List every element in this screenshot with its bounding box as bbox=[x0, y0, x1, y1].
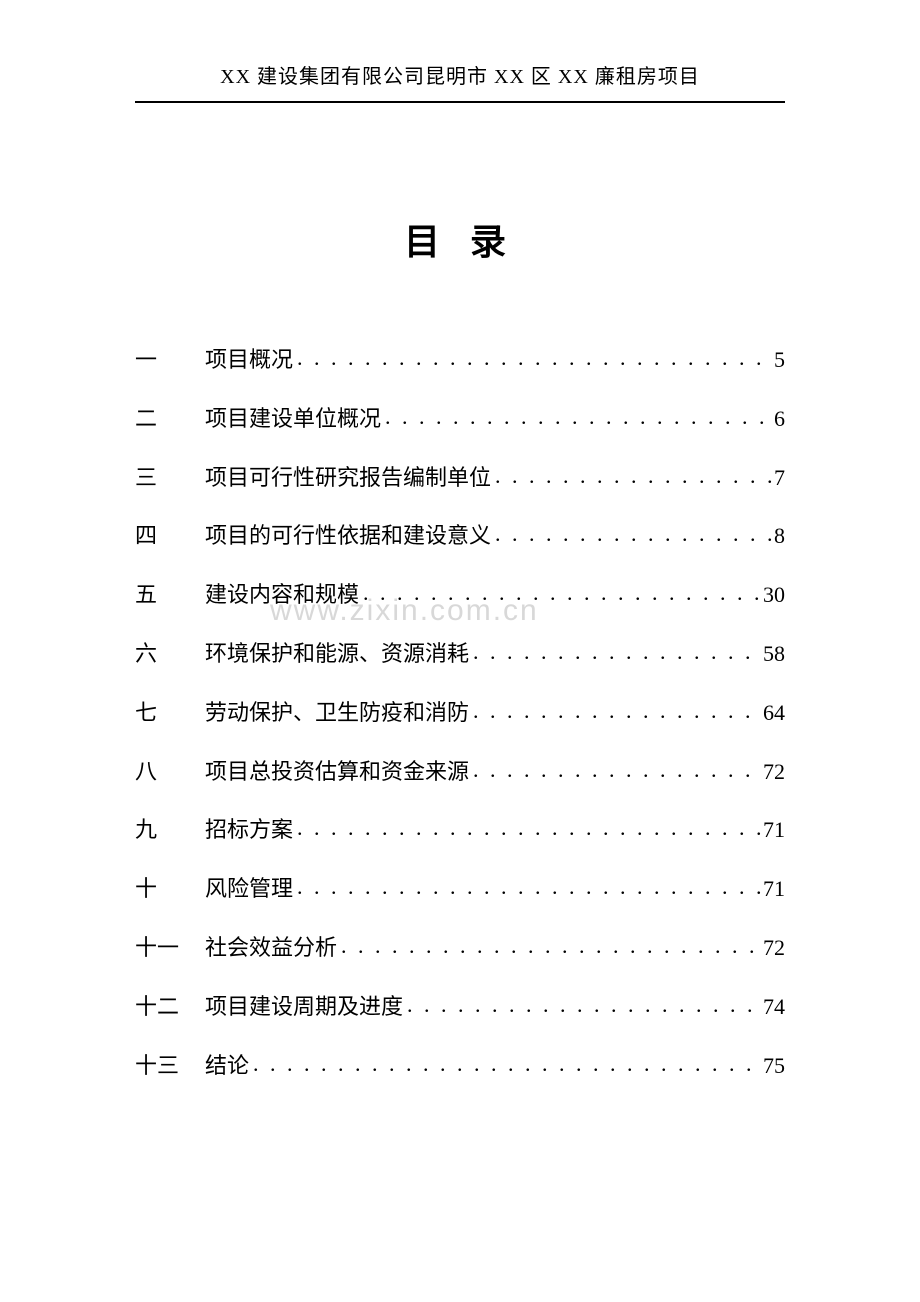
toc-page: 75 bbox=[763, 1051, 785, 1082]
toc-dots: . . . . . . . . . . . . . . . . . . . . … bbox=[469, 696, 763, 727]
page-header: XX 建设集团有限公司昆明市 XX 区 XX 廉租房项目 bbox=[135, 60, 785, 103]
toc-row: 一 项目概况 . . . . . . . . . . . . . . . . .… bbox=[135, 345, 785, 376]
toc-dots: . . . . . . . . . . . . . . . . . . . . … bbox=[469, 637, 763, 668]
toc-page: 8 bbox=[774, 521, 785, 552]
toc-num: 一 bbox=[135, 345, 205, 376]
toc-page: 74 bbox=[763, 992, 785, 1023]
toc-item-title: 社会效益分析 bbox=[205, 933, 337, 964]
toc-page: 72 bbox=[763, 933, 785, 964]
toc-dots: . . . . . . . . . . . . . . . . . . . . … bbox=[293, 343, 774, 374]
toc-page: 6 bbox=[774, 404, 785, 435]
page-container: XX 建设集团有限公司昆明市 XX 区 XX 廉租房项目 目录 一 项目概况 .… bbox=[0, 0, 920, 1081]
toc-item-title: 项目建设周期及进度 bbox=[205, 992, 403, 1023]
toc-num: 五 bbox=[135, 580, 205, 611]
toc-num: 三 bbox=[135, 463, 205, 494]
toc-item-title: 项目总投资估算和资金来源 bbox=[205, 757, 469, 788]
toc-row: 二 项目建设单位概况 . . . . . . . . . . . . . . .… bbox=[135, 404, 785, 435]
toc-page: 72 bbox=[763, 757, 785, 788]
toc-row: 六 环境保护和能源、资源消耗 . . . . . . . . . . . . .… bbox=[135, 639, 785, 670]
toc-num: 四 bbox=[135, 521, 205, 552]
toc-num: 十二 bbox=[135, 992, 205, 1023]
toc-num: 九 bbox=[135, 815, 205, 846]
toc-num: 十三 bbox=[135, 1051, 205, 1082]
toc-item-title: 环境保护和能源、资源消耗 bbox=[205, 639, 469, 670]
toc-page: 58 bbox=[763, 639, 785, 670]
toc-num: 七 bbox=[135, 698, 205, 729]
toc-num: 二 bbox=[135, 404, 205, 435]
toc-dots: . . . . . . . . . . . . . . . . . . . . … bbox=[293, 813, 763, 844]
toc-item-title: 项目可行性研究报告编制单位 bbox=[205, 463, 491, 494]
toc-dots: . . . . . . . . . . . . . . . . . . . . … bbox=[337, 931, 763, 962]
toc-item-title: 结论 bbox=[205, 1051, 249, 1082]
toc-num: 八 bbox=[135, 757, 205, 788]
toc-page: 30 bbox=[763, 580, 785, 611]
toc-page: 7 bbox=[774, 463, 785, 494]
toc-row: 四 项目的可行性依据和建设意义 . . . . . . . . . . . . … bbox=[135, 521, 785, 552]
toc-list: 一 项目概况 . . . . . . . . . . . . . . . . .… bbox=[135, 345, 785, 1081]
toc-page: 5 bbox=[774, 345, 785, 376]
toc-dots: . . . . . . . . . . . . . . . . . . . . … bbox=[381, 402, 774, 433]
toc-dots: . . . . . . . . . . . . . . . . . . . . … bbox=[491, 461, 774, 492]
toc-row: 七 劳动保护、卫生防疫和消防 . . . . . . . . . . . . .… bbox=[135, 698, 785, 729]
toc-row: 五 建设内容和规模 . . . . . . . . . . . . . . . … bbox=[135, 580, 785, 611]
toc-item-title: 风险管理 bbox=[205, 874, 293, 905]
toc-dots: . . . . . . . . . . . . . . . . . . . . … bbox=[293, 872, 763, 903]
toc-dots: . . . . . . . . . . . . . . . . . . . . … bbox=[359, 578, 763, 609]
toc-item-title: 建设内容和规模 bbox=[205, 580, 359, 611]
toc-row: 十一 社会效益分析 . . . . . . . . . . . . . . . … bbox=[135, 933, 785, 964]
toc-item-title: 招标方案 bbox=[205, 815, 293, 846]
toc-item-title: 项目建设单位概况 bbox=[205, 404, 381, 435]
toc-item-title: 劳动保护、卫生防疫和消防 bbox=[205, 698, 469, 729]
toc-dots: . . . . . . . . . . . . . . . . . . . . … bbox=[403, 990, 763, 1021]
toc-page: 71 bbox=[763, 815, 785, 846]
toc-num: 六 bbox=[135, 639, 205, 670]
toc-row: 十 风险管理 . . . . . . . . . . . . . . . . .… bbox=[135, 874, 785, 905]
toc-row: 十三 结论 . . . . . . . . . . . . . . . . . … bbox=[135, 1051, 785, 1082]
toc-num: 十 bbox=[135, 874, 205, 905]
toc-row: 十二 项目建设周期及进度 . . . . . . . . . . . . . .… bbox=[135, 992, 785, 1023]
toc-dots: . . . . . . . . . . . . . . . . . . . . … bbox=[249, 1049, 763, 1080]
toc-num: 十一 bbox=[135, 933, 205, 964]
toc-item-title: 项目的可行性依据和建设意义 bbox=[205, 521, 491, 552]
toc-page: 64 bbox=[763, 698, 785, 729]
toc-row: 三 项目可行性研究报告编制单位 . . . . . . . . . . . . … bbox=[135, 463, 785, 494]
toc-row: 九 招标方案 . . . . . . . . . . . . . . . . .… bbox=[135, 815, 785, 846]
toc-page: 71 bbox=[763, 874, 785, 905]
toc-row: 八 项目总投资估算和资金来源 . . . . . . . . . . . . .… bbox=[135, 757, 785, 788]
toc-dots: . . . . . . . . . . . . . . . . . . . . … bbox=[469, 755, 763, 786]
toc-item-title: 项目概况 bbox=[205, 345, 293, 376]
toc-dots: . . . . . . . . . . . . . . . . . . . . … bbox=[491, 519, 774, 550]
toc-title: 目录 bbox=[135, 213, 785, 265]
